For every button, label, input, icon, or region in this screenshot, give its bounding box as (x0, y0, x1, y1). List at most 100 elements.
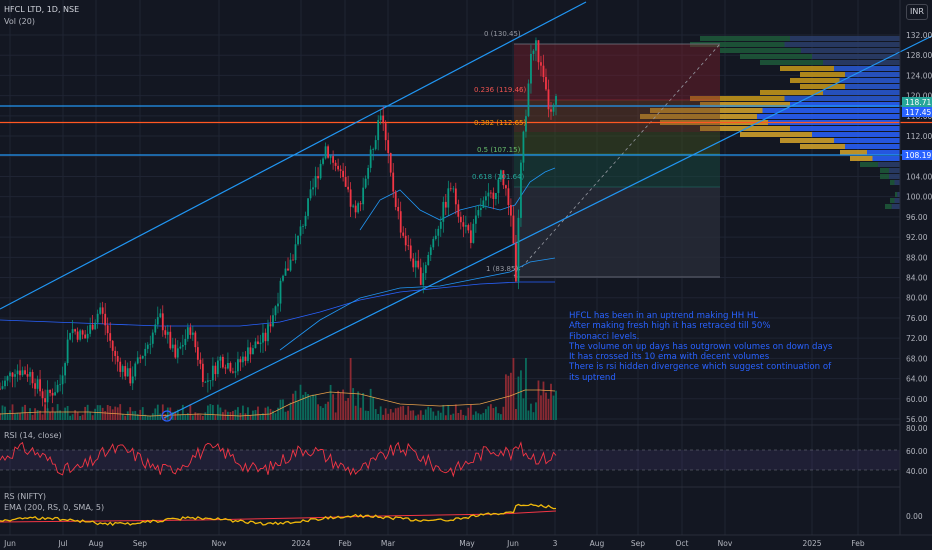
currency-button[interactable]: INR (906, 4, 928, 20)
candle-body (312, 187, 314, 190)
volume-profile-bar (780, 66, 834, 71)
volume-profile-bar (850, 156, 873, 161)
volume-bar (229, 412, 232, 420)
volume-bar (349, 358, 352, 420)
channel-lower-line[interactable] (163, 35, 932, 419)
volume-profile-bar (845, 84, 900, 89)
candle-body (146, 344, 149, 349)
volume-bar (542, 381, 545, 420)
candle-body (222, 356, 224, 368)
volume-profile-bar (890, 198, 895, 203)
analysis-note[interactable]: HFCL has been in an uptrend making HH HL… (569, 311, 832, 383)
volume-bar (201, 415, 204, 420)
candle-body (324, 146, 327, 159)
candle-body (54, 392, 56, 396)
volume-bar (439, 412, 442, 420)
candle-body (139, 357, 142, 359)
price-tick-label: 96.00 (906, 213, 928, 222)
candle-body (299, 226, 302, 236)
candle-body (119, 361, 122, 372)
volume-profile-bar (889, 168, 900, 173)
channel-upper-line[interactable] (0, 1, 587, 310)
volume-bar (257, 406, 259, 420)
channel-anchor-point[interactable] (161, 410, 173, 422)
candle-body (407, 245, 410, 247)
candle-body (337, 165, 340, 170)
volume-bar (214, 415, 217, 420)
volume-bar (51, 407, 54, 420)
candle-body (459, 216, 462, 223)
rsi-title[interactable]: RSI (14, close) (4, 431, 62, 440)
price-tick-label: 128.00 (906, 51, 932, 60)
volume-bar (169, 407, 172, 420)
volume-bar (494, 406, 497, 420)
candle-body (171, 344, 174, 349)
volume-bar (166, 407, 169, 420)
volume-bar (404, 414, 407, 420)
volume-bar (237, 407, 239, 420)
candle-body (392, 172, 395, 192)
candle-body (267, 324, 269, 342)
time-tick-label: Sep (133, 539, 147, 548)
volume-profile-bar (880, 168, 889, 173)
volume-bar (31, 414, 34, 420)
volume-bar (550, 383, 552, 420)
volume-indicator-title[interactable]: Vol (20) (4, 17, 35, 26)
volume-profile-bar (801, 48, 900, 53)
candle-body (184, 338, 187, 346)
volume-profile-bar (860, 162, 878, 167)
volume-bar (84, 406, 87, 420)
candle-body (206, 380, 209, 382)
volume-profile-bar (894, 180, 900, 185)
volume-bar (186, 413, 189, 420)
volume-bar (432, 411, 435, 420)
candle-body (101, 307, 104, 314)
candle-body (520, 162, 522, 218)
volume-bar (196, 413, 199, 420)
volume-bar (29, 408, 31, 420)
volume-bar (64, 407, 67, 420)
candle-body (494, 193, 497, 199)
candle-body (252, 348, 254, 355)
volume-profile-bar (845, 72, 900, 77)
candle-body (362, 187, 365, 205)
volume-bar (422, 414, 425, 420)
volume-bar (462, 414, 465, 420)
volume-bar (312, 394, 314, 420)
volume-bar (292, 393, 294, 420)
rs-title[interactable]: RS (NIFTY) (4, 492, 46, 501)
volume-bar (156, 404, 159, 420)
candle-body (209, 380, 212, 382)
volume-bar (424, 409, 427, 420)
ema-line (359, 167, 556, 231)
candle-body (56, 384, 59, 393)
price-scale[interactable] (0, 0, 932, 536)
volume-bar (86, 404, 89, 420)
candle-body (247, 347, 249, 361)
volume-bar (329, 384, 332, 420)
candle-body (302, 226, 304, 227)
candle-body (6, 376, 9, 381)
candle-body (347, 186, 350, 190)
ema-title[interactable]: EMA (200, RS, 0, SMA, 5) (4, 503, 105, 512)
candle-body (359, 203, 362, 205)
candle-body (161, 313, 164, 331)
volume-bar (6, 413, 9, 420)
candle-body (232, 371, 234, 373)
candle-body (542, 65, 545, 78)
volume-bar (139, 409, 142, 420)
time-tick-label: May (459, 539, 475, 548)
volume-bar (314, 394, 317, 420)
volume-profile-bar (760, 60, 823, 65)
candle-body (151, 332, 154, 344)
volume-bar (282, 399, 284, 420)
volume-bar (76, 412, 79, 420)
candle-body (327, 146, 329, 158)
candle-body (186, 327, 189, 339)
volume-bar (304, 391, 307, 420)
candle-body (99, 307, 102, 314)
candle-body (229, 362, 232, 372)
candle-body (74, 329, 77, 332)
candle-body (532, 50, 535, 54)
